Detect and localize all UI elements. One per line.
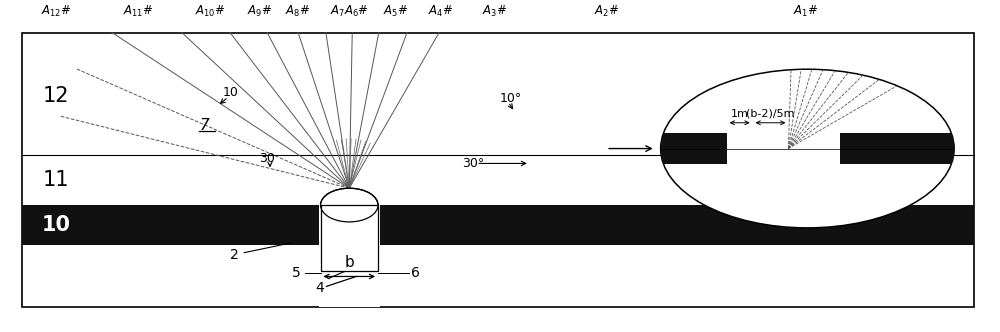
Text: 30°: 30° xyxy=(462,157,485,170)
Text: 10: 10 xyxy=(41,215,70,235)
Text: $A_{12}$#: $A_{12}$# xyxy=(41,4,71,19)
Text: 2: 2 xyxy=(230,248,239,262)
Bar xyxy=(840,133,954,164)
Text: 6: 6 xyxy=(411,266,420,280)
Bar xyxy=(321,205,378,271)
Text: 11: 11 xyxy=(43,170,69,190)
Text: 4: 4 xyxy=(315,281,324,295)
Bar xyxy=(22,205,974,245)
Bar xyxy=(319,205,380,307)
Text: 10: 10 xyxy=(222,86,238,99)
Text: $A_8$#: $A_8$# xyxy=(285,4,310,19)
Text: $A_3$#: $A_3$# xyxy=(482,4,508,19)
Text: (b-2)/5m: (b-2)/5m xyxy=(746,109,795,119)
Text: $A_{10}$#: $A_{10}$# xyxy=(195,4,226,19)
Bar xyxy=(321,205,378,271)
Text: 10°: 10° xyxy=(500,93,522,106)
Text: 12: 12 xyxy=(43,86,69,106)
Text: 30: 30 xyxy=(259,152,275,165)
Text: 7: 7 xyxy=(200,118,209,133)
Bar xyxy=(661,133,741,164)
Text: $A_1$#: $A_1$# xyxy=(793,4,818,19)
Ellipse shape xyxy=(321,188,378,222)
Ellipse shape xyxy=(661,69,954,228)
Text: 5: 5 xyxy=(292,266,301,280)
Text: $A_{11}$#: $A_{11}$# xyxy=(123,4,153,19)
Text: $A_7$$A_6$#: $A_7$$A_6$# xyxy=(330,4,369,19)
Text: $A_9$#: $A_9$# xyxy=(247,4,273,19)
Text: 1m: 1m xyxy=(731,109,749,119)
Text: $A_2$#: $A_2$# xyxy=(594,4,620,19)
Text: b: b xyxy=(344,255,354,270)
Text: $A_5$#: $A_5$# xyxy=(383,4,408,19)
Bar xyxy=(22,33,974,307)
Text: $A_4$#: $A_4$# xyxy=(428,4,453,19)
Bar xyxy=(727,133,788,164)
